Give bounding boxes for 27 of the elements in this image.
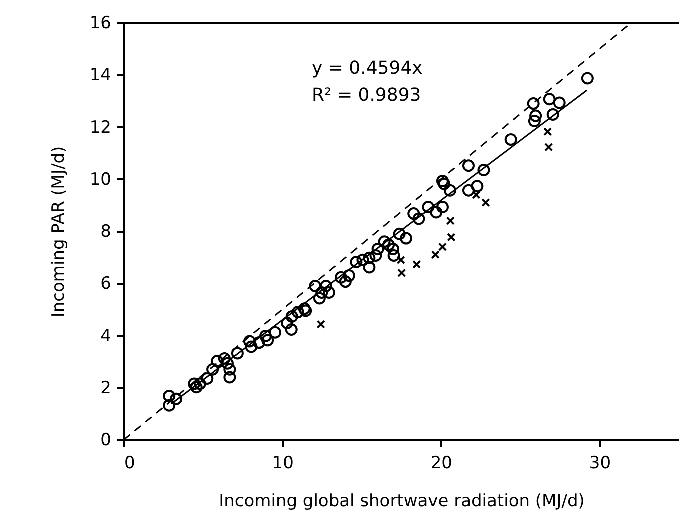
x-tick-label: 10: [272, 454, 294, 474]
annotation: R² = 0.9893: [312, 85, 422, 106]
point: [447, 233, 456, 242]
y-tick-label: 0: [100, 430, 112, 450]
point: [544, 128, 552, 136]
y-tick-label: 4: [100, 326, 112, 346]
point: [446, 216, 456, 226]
point: [412, 260, 422, 269]
x-tick-label: 20: [430, 454, 452, 474]
y-tick-label: 14: [90, 66, 112, 86]
point: [431, 250, 440, 260]
point: [316, 320, 326, 329]
y-tick-label: 2: [100, 378, 112, 398]
y-tick-label: 16: [90, 14, 112, 34]
y-tick-label: 8: [100, 222, 112, 242]
point: [397, 268, 406, 278]
point: [482, 198, 490, 208]
annotation: y = 0.4594x: [312, 58, 424, 79]
x-axis-title: Incoming global shortwave radiation (MJ/d): [219, 492, 585, 512]
y-tick-label: 12: [90, 118, 112, 138]
x-tick-label: 0: [124, 454, 136, 474]
x-tick-label: 30: [589, 454, 612, 474]
point: [544, 142, 554, 152]
y-tick-label: 6: [100, 274, 112, 294]
y-axis-title: Incoming PAR (MJ/d): [48, 146, 69, 318]
y-tick-label: 10: [90, 170, 112, 190]
point: [438, 242, 448, 252]
